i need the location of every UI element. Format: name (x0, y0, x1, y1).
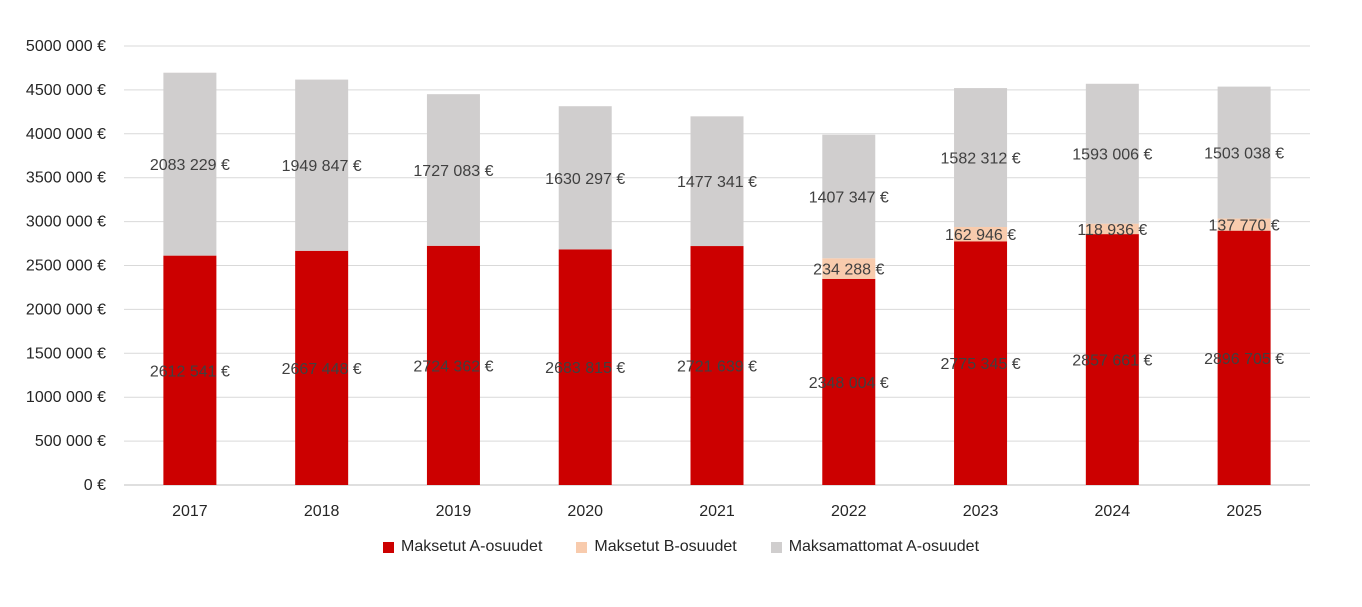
bar-segment-3 (426, 94, 480, 246)
data-label: 2683 815 € (545, 360, 625, 377)
y-tick-label: 3500 000 € (26, 170, 106, 187)
legend-label-maksamattomat-a: Maksamattomat A-osuudet (788, 538, 980, 555)
bar-segment-3 (163, 72, 217, 256)
legend-swatch-maksetut-b (576, 541, 588, 553)
x-tick-label: 2025 (1226, 503, 1262, 520)
x-tick-label: 2022 (831, 503, 867, 520)
data-label: 2667 448 € (282, 361, 362, 378)
legend-item-maksetut-b: Maksetut B-osuudet (576, 538, 737, 556)
bar-segment-3 (1085, 83, 1139, 224)
data-label: 1582 312 € (941, 151, 1021, 168)
bar-segment-1 (954, 241, 1008, 485)
x-tick-label: 2018 (304, 503, 340, 520)
data-label: 2857 661 € (1072, 353, 1152, 370)
data-label: 162 946 € (945, 227, 1016, 244)
y-tick-label: 0 € (84, 477, 106, 494)
bar-segment-3 (690, 116, 744, 247)
data-label: 2721 639 € (677, 359, 757, 376)
y-tick-label: 2500 000 € (26, 258, 106, 275)
bar-segment-3 (295, 79, 349, 251)
x-tick-label: 2020 (567, 503, 603, 520)
legend-swatch-maksetut-a (382, 541, 394, 553)
y-tick-label: 5000 000 € (26, 38, 106, 55)
data-label: 1477 341 € (677, 174, 757, 191)
legend-label-maksetut-b: Maksetut B-osuudet (594, 538, 737, 555)
data-label: 118 936 € (1077, 222, 1147, 239)
data-label: 2896 705 € (1204, 351, 1284, 368)
bar-segment-3 (1217, 86, 1271, 219)
bar-segment-2 (822, 258, 876, 279)
x-tick-label: 2019 (436, 503, 472, 520)
bar-segment-1 (822, 278, 876, 485)
legend: Maksetut A-osuudet Maksetut B-osuudet Ma… (0, 538, 1362, 556)
y-tick-label: 3000 000 € (26, 214, 106, 231)
bar-segment-1 (295, 250, 349, 485)
data-label: 2724 362 € (413, 358, 493, 375)
data-label: 2775 345 € (941, 356, 1021, 373)
legend-item-maksamattomat-a: Maksamattomat A-osuudet (770, 538, 980, 556)
bar-segment-1 (558, 249, 612, 485)
data-label: 234 288 € (813, 262, 884, 279)
data-label: 2348 004 € (809, 375, 889, 392)
x-tick-label: 2021 (699, 503, 735, 520)
x-tick-label: 2023 (963, 503, 999, 520)
bar-segment-1 (163, 255, 217, 485)
bar-segment-1 (426, 245, 480, 485)
x-tick-label: 2017 (172, 503, 208, 520)
data-label: 1503 038 € (1204, 146, 1284, 163)
data-label: 2612 541 € (150, 363, 230, 380)
y-tick-label: 2000 000 € (26, 301, 106, 318)
data-label: 1630 297 € (545, 171, 625, 188)
bar-segment-2 (1085, 223, 1139, 235)
bar-segment-3 (954, 88, 1008, 228)
y-tick-label: 1500 000 € (26, 345, 106, 362)
bar-segment-1 (690, 246, 744, 485)
y-tick-label: 500 000 € (35, 433, 106, 450)
bar-segment-3 (558, 106, 612, 250)
legend-label-maksetut-a: Maksetut A-osuudet (400, 538, 543, 555)
data-label: 137 770 € (1209, 218, 1280, 235)
y-tick-label: 1000 000 € (26, 389, 106, 406)
y-tick-label: 4000 000 € (26, 126, 106, 143)
data-label: 1949 847 € (282, 158, 362, 175)
data-label: 1593 006 € (1072, 147, 1152, 164)
bar-segment-1 (1217, 230, 1271, 485)
bar-segment-2 (1217, 218, 1271, 231)
bar-segment-3 (822, 134, 876, 259)
bar-segment-1 (1085, 234, 1139, 485)
data-label: 1727 083 € (413, 163, 493, 180)
x-tick-label: 2024 (1095, 503, 1131, 520)
y-tick-label: 4500 000 € (26, 82, 106, 99)
legend-swatch-maksamattomat-a (770, 541, 782, 553)
bar-segment-2 (954, 227, 1008, 242)
legend-item-maksetut-a: Maksetut A-osuudet (382, 538, 543, 556)
data-label: 2083 229 € (150, 157, 230, 174)
data-label: 1407 347 € (809, 189, 889, 206)
